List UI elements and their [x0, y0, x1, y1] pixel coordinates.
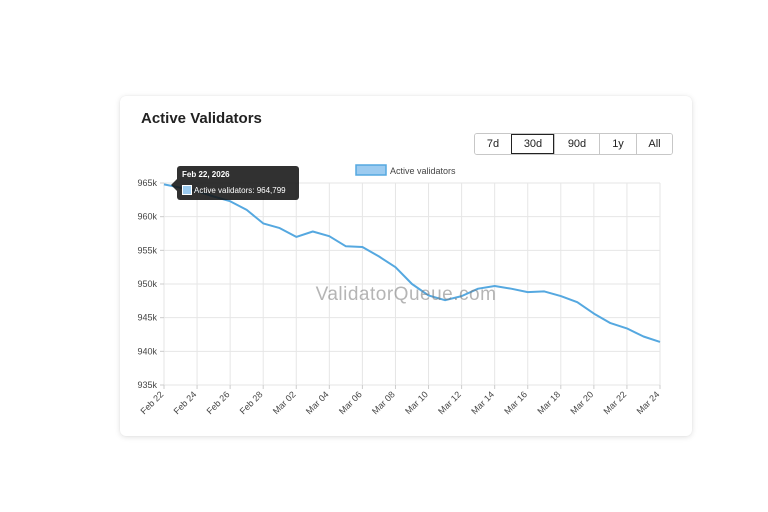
tooltip: Feb 22, 2026 Active validators: 964,799: [177, 166, 299, 200]
data-point[interactable]: [277, 225, 283, 231]
y-axis: 935k 940k 945k 950k 955k 960k 965k: [137, 178, 164, 390]
chart-card: Active Validators 7d 30d 90d 1y All Acti…: [120, 96, 692, 436]
y-tick-label: 965k: [137, 178, 157, 188]
x-tick-label: Mar 12: [436, 389, 463, 416]
tooltip-caret: [171, 179, 177, 191]
y-tick-label: 935k: [137, 380, 157, 390]
data-point[interactable]: [392, 264, 398, 270]
data-point[interactable]: [244, 207, 250, 213]
y-tick-label: 940k: [137, 346, 157, 356]
line-chart: Active validators 935k 940k 945k 950k 955k 96…: [137, 164, 663, 416]
range-selector: 7d 30d 90d 1y All: [474, 133, 673, 155]
y-tick-label: 945k: [137, 313, 157, 323]
data-point[interactable]: [508, 286, 514, 292]
x-tick-label: Mar 16: [502, 389, 529, 416]
x-tick-label: Mar 22: [601, 389, 628, 416]
data-point[interactable]: [525, 289, 531, 295]
x-tick-label: Feb 24: [172, 389, 199, 416]
x-tick-label: Feb 26: [205, 389, 232, 416]
data-point[interactable]: [359, 244, 365, 250]
x-tick-label: Mar 02: [271, 389, 298, 416]
legend-label: Active validators: [390, 166, 456, 176]
data-point[interactable]: [376, 253, 382, 259]
data-point[interactable]: [260, 220, 266, 226]
data-point[interactable]: [492, 283, 498, 289]
data-point[interactable]: [442, 297, 448, 303]
legend-swatch: [355, 164, 387, 176]
data-point[interactable]: [475, 286, 481, 292]
data-point[interactable]: [574, 299, 580, 305]
data-point[interactable]: [326, 233, 332, 239]
y-tick-label: 955k: [137, 245, 157, 255]
x-tick-label: Mar 20: [568, 389, 595, 416]
range-1y-button[interactable]: 1y: [599, 134, 636, 154]
data-point[interactable]: [624, 325, 630, 331]
data-point[interactable]: [409, 281, 415, 287]
tooltip-value: Active validators: 964,799: [194, 185, 286, 195]
tooltip-row: Active validators: 964,799: [182, 185, 286, 195]
y-tick-label: 960k: [137, 212, 157, 222]
data-point[interactable]: [343, 243, 349, 249]
data-point[interactable]: [293, 234, 299, 240]
x-tick-label: Mar 24: [635, 389, 662, 416]
x-tick-label: Mar 04: [304, 389, 331, 416]
series-line-active-validators: [163, 183, 661, 343]
series: [161, 181, 663, 345]
x-tick-label: Mar 08: [370, 389, 397, 416]
data-point[interactable]: [426, 292, 432, 298]
range-all-button[interactable]: All: [636, 134, 672, 154]
data-point[interactable]: [607, 320, 613, 326]
data-point[interactable]: [459, 293, 465, 299]
range-30d-button[interactable]: 30d: [511, 134, 554, 154]
data-point[interactable]: [591, 311, 597, 317]
x-tick-label: Feb 28: [238, 389, 265, 416]
y-tick-label: 950k: [137, 279, 157, 289]
legend[interactable]: Active validators: [355, 164, 456, 176]
x-tick-label: Mar 10: [403, 389, 430, 416]
tooltip-swatch: [182, 185, 192, 195]
data-point[interactable]: [310, 228, 316, 234]
data-point[interactable]: [161, 181, 167, 187]
x-axis: Feb 22 Feb 24 Feb 26 Feb 28 Mar 02 Mar 04 Mar …: [139, 385, 662, 416]
x-tick-label: Mar 06: [337, 389, 364, 416]
data-point[interactable]: [558, 293, 564, 299]
x-tick-label: Mar 14: [469, 389, 496, 416]
data-point[interactable]: [657, 339, 663, 345]
x-tick-label: Feb 22: [139, 389, 166, 416]
data-point[interactable]: [541, 288, 547, 294]
range-90d-button[interactable]: 90d: [554, 134, 599, 154]
tooltip-title: Feb 22, 2026: [182, 170, 230, 179]
x-tick-label: Mar 18: [535, 389, 562, 416]
data-point[interactable]: [640, 334, 646, 340]
card-title: Active Validators: [141, 110, 262, 127]
range-7d-button[interactable]: 7d: [475, 134, 511, 154]
